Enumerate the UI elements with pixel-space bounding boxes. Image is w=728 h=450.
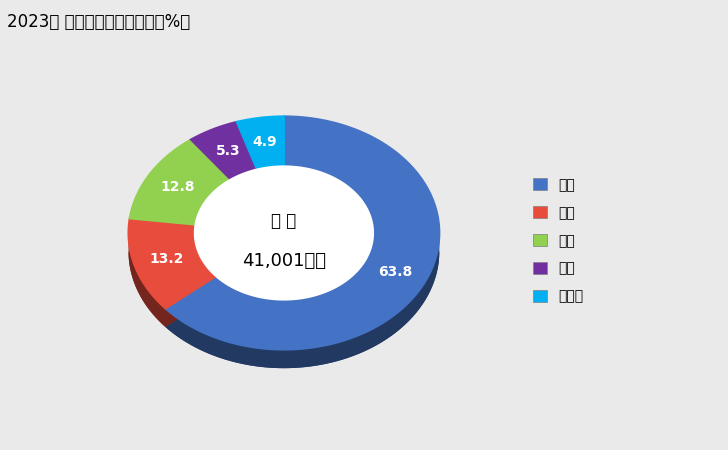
- Polygon shape: [194, 166, 374, 301]
- Polygon shape: [130, 140, 230, 225]
- Polygon shape: [191, 122, 256, 179]
- Polygon shape: [165, 252, 439, 368]
- Polygon shape: [129, 234, 165, 327]
- Text: 41,001万円: 41,001万円: [242, 252, 326, 270]
- Polygon shape: [129, 252, 215, 327]
- Text: 63.8: 63.8: [379, 265, 413, 279]
- Polygon shape: [165, 233, 439, 368]
- Polygon shape: [165, 117, 439, 350]
- Polygon shape: [237, 117, 284, 169]
- Legend: 台湾, 中国, 韓国, 香港, その他: 台湾, 中国, 韓国, 香港, その他: [534, 178, 583, 304]
- Text: 5.3: 5.3: [215, 144, 240, 158]
- Text: 13.2: 13.2: [149, 252, 183, 266]
- Text: 12.8: 12.8: [161, 180, 195, 194]
- Text: 総 額: 総 額: [272, 212, 296, 230]
- Polygon shape: [194, 233, 374, 319]
- Text: 2023年 輸出相手国のシェア（%）: 2023年 輸出相手国のシェア（%）: [7, 14, 191, 32]
- Polygon shape: [129, 218, 215, 308]
- Text: 4.9: 4.9: [253, 135, 277, 149]
